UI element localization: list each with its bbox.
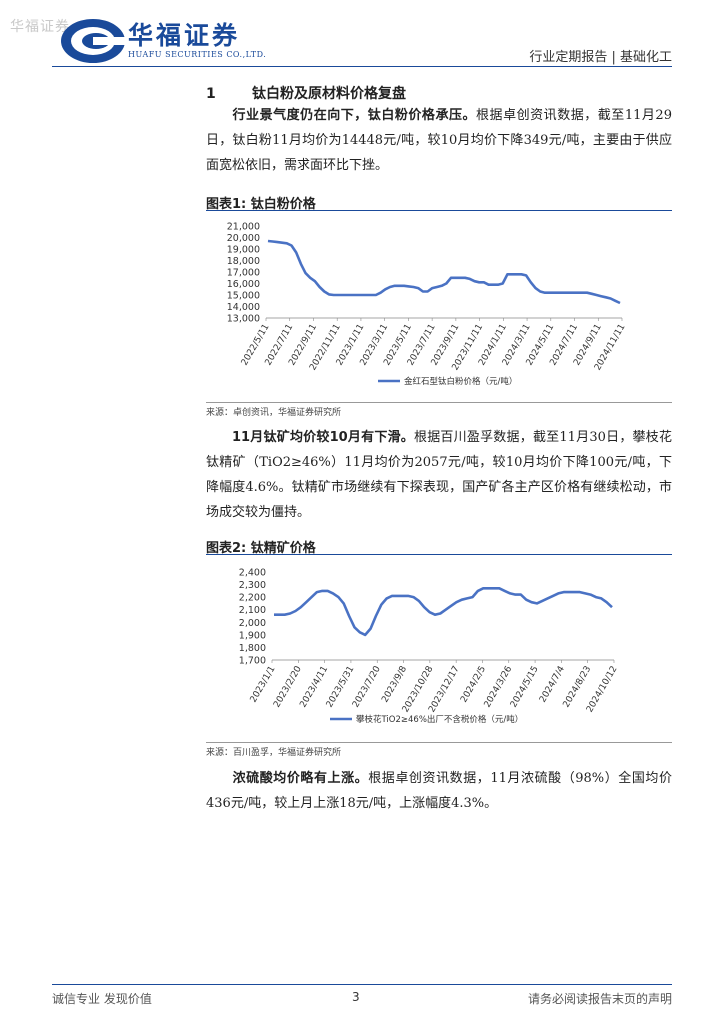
y-tick-label: 2,200 bbox=[239, 593, 266, 604]
footer-divider bbox=[52, 984, 672, 985]
y-tick-label: 20,000 bbox=[227, 233, 260, 244]
y-tick-label: 21,000 bbox=[227, 222, 260, 233]
x-tick-label: 2023/7/20 bbox=[351, 664, 383, 709]
footer-disclaimer: 请务必阅读报告末页的声明 bbox=[527, 992, 672, 1006]
x-tick-label: 2024/7/4 bbox=[538, 664, 567, 704]
paragraph-lead: 浓硫酸均价略有上涨。 bbox=[232, 771, 369, 786]
legend-label: 金红石型钛白粉价格（元/吨） bbox=[404, 376, 517, 387]
series-line bbox=[267, 239, 621, 305]
y-tick-label: 1,700 bbox=[239, 656, 266, 667]
y-tick-label: 13,000 bbox=[227, 314, 260, 325]
y-tick-label: 15,000 bbox=[227, 291, 260, 302]
series-line bbox=[274, 586, 613, 637]
page-number: 3 bbox=[352, 990, 360, 1004]
figure-title: 图表2: 钛精矿价格 bbox=[206, 541, 316, 556]
x-tick-label: 2023/1/1 bbox=[249, 665, 278, 705]
section-title: 钛白粉及原材料价格复盘 bbox=[252, 86, 406, 102]
paragraph-lead: 行业景气度仍在向下，钛白粉价格承压。 bbox=[232, 108, 477, 123]
paragraph: 浓硫酸均价略有上涨。根据卓创资讯数据，11月浓硫酸（98%）全国均价436元/吨… bbox=[206, 766, 672, 816]
watermark: 华福证券 bbox=[10, 19, 70, 35]
x-tick-label: 2024/5/15 bbox=[509, 665, 541, 710]
figure-source: 来源：卓创资讯，华福证券研究所 bbox=[206, 408, 342, 418]
figure-title: 图表1: 钛白粉价格 bbox=[206, 197, 316, 212]
paragraph: 11月钛矿均价较10月有下滑。根据百川盈孚数据，截至11月30日，攀枝花钛精矿（… bbox=[206, 425, 672, 525]
titanium-dioxide-price-chart: 13,00014,00015,00016,00017,00018,00019,0… bbox=[227, 222, 628, 388]
y-tick-label: 2,100 bbox=[239, 605, 266, 616]
legend-label: 攀枝花TiO2≥46%出厂不含税价格（元/吨） bbox=[356, 714, 523, 725]
paragraph-lead: 11月钛矿均价较10月有下滑。 bbox=[232, 430, 414, 445]
y-tick-label: 17,000 bbox=[227, 268, 260, 279]
x-tick-label: 2023/9/8 bbox=[380, 664, 409, 704]
section-heading: 1 钛白粉及原材料价格复盘 bbox=[206, 83, 406, 103]
footer-slogan: 诚信专业 发现价值 bbox=[52, 992, 152, 1006]
x-tick-label: 2024/2/5 bbox=[459, 665, 488, 705]
y-tick-label: 1,800 bbox=[239, 643, 266, 654]
brand-name-cn: 华福证券 bbox=[128, 21, 241, 50]
y-tick-label: 2,000 bbox=[239, 618, 266, 629]
paragraph-body: 根据卓创资讯数据，11月浓硫酸（98%）全国均价436元/吨，较上月上涨18元/… bbox=[206, 771, 672, 811]
y-tick-label: 1,900 bbox=[239, 630, 266, 641]
paragraph: 行业景气度仍在向下，钛白粉价格承压。根据卓创资讯数据，截至11月29日，钛白粉1… bbox=[206, 103, 672, 178]
y-tick-label: 2,400 bbox=[239, 568, 266, 579]
y-tick-label: 16,000 bbox=[227, 279, 260, 290]
y-tick-label: 19,000 bbox=[227, 245, 260, 256]
paragraph-body: 根据卓创资讯数据，截至11月29日，钛白粉11月均价为14448元/吨，较10月… bbox=[206, 108, 672, 173]
brand-name-en: HUAFU SECURITIES CO.,LTD. bbox=[128, 50, 267, 59]
y-tick-label: 18,000 bbox=[227, 256, 260, 267]
header-divider bbox=[52, 66, 672, 67]
report-type: 行业定期报告 | 基础化工 bbox=[529, 50, 672, 65]
figure-divider bbox=[206, 402, 672, 403]
section-number: 1 bbox=[206, 86, 216, 102]
y-tick-label: 14,000 bbox=[227, 302, 260, 313]
brand-logo-icon bbox=[61, 19, 133, 63]
figure-divider bbox=[206, 554, 672, 555]
paragraph-body: 根据百川盈孚数据，截至11月30日，攀枝花钛精矿（TiO2≥46%）11月均价为… bbox=[206, 430, 672, 520]
y-tick-label: 2,300 bbox=[239, 580, 266, 591]
figure-divider bbox=[206, 210, 672, 211]
figure-divider bbox=[206, 742, 672, 743]
figure-source: 来源：百川盈孚，华福证券研究所 bbox=[206, 748, 342, 758]
